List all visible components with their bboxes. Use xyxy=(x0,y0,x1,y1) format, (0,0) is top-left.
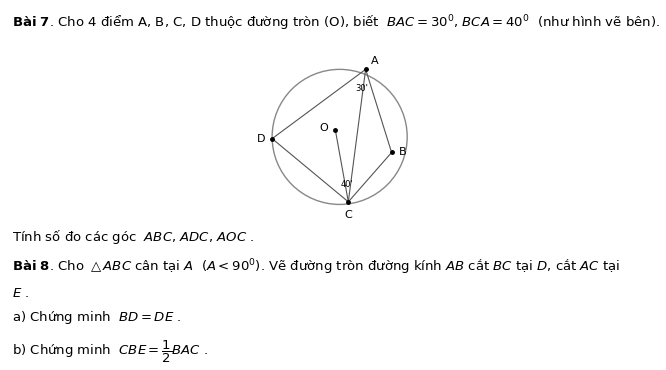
Text: $\mathbf{Bài\ 8}$. Cho $\triangle ABC$ cân tại $A$  ($A < 90^0$). Vẽ đường tròn : $\mathbf{Bài\ 8}$. Cho $\triangle ABC$ c… xyxy=(12,257,620,277)
Text: 30': 30' xyxy=(355,84,368,93)
Text: $\mathbf{Bài\ 7}$. Cho 4 điểm A, B, C, D thuộc đường tròn (O), biết  $BAC = 30^0: $\mathbf{Bài\ 7}$. Cho 4 điểm A, B, C, D… xyxy=(12,13,660,33)
Text: O: O xyxy=(320,123,328,133)
Text: Tính số đo các góc  $ABC$, $ADC$, $AOC$ .: Tính số đo các góc $ABC$, $ADC$, $AOC$ . xyxy=(12,228,254,246)
Text: $E$ .: $E$ . xyxy=(12,287,29,300)
Text: a) Chứng minh  $BD = DE$ .: a) Chứng minh $BD = DE$ . xyxy=(12,309,181,326)
Text: D: D xyxy=(256,134,265,144)
Text: A: A xyxy=(371,56,378,66)
Text: C: C xyxy=(344,211,352,221)
Text: b) Chứng minh  $CBE = \dfrac{1}{2}BAC$ .: b) Chứng minh $CBE = \dfrac{1}{2}BAC$ . xyxy=(12,339,208,365)
Text: 40': 40' xyxy=(340,180,353,189)
Text: B: B xyxy=(398,148,406,158)
